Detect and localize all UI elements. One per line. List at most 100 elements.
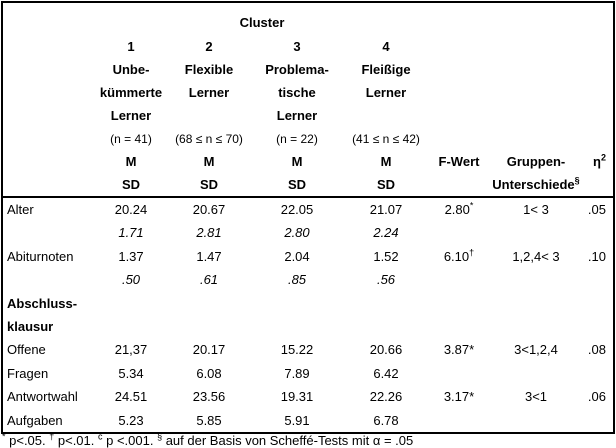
column-header-3: 3 Problema- tische Lerner (n = 22)	[251, 35, 343, 150]
col4-number: 4	[382, 39, 390, 54]
col1-name-line3: Lerner	[110, 108, 152, 123]
footnote-marker-section: §	[157, 431, 163, 442]
row-label: Fragen	[7, 365, 49, 381]
footnote-text: p<.05.	[5, 433, 50, 448]
m-header-col3: M	[291, 154, 303, 169]
col4-name-line2: Lerner	[365, 85, 407, 100]
f-value-header: F-Wert	[438, 154, 480, 169]
table-row-abiturnoten-sd: .50 .61 .85 .56	[3, 268, 613, 291]
group-differences-cell: 3<1,2,4	[514, 342, 558, 358]
row-label: Aufgaben	[7, 412, 63, 428]
table-row-offene-fragen-sd: Fragen 5.34 6.08 7.89 6.42	[3, 362, 613, 385]
column-headers-row: 1 Unbe- kümmerte Lerner (n = 41) 2 Flexi…	[3, 35, 613, 150]
table-header: Cluster 1 Unbe- kümmerte Lerner (n = 41)…	[3, 3, 613, 198]
f-value-cell: 3.87*	[429, 338, 489, 361]
cell-value: 5.91	[284, 412, 310, 428]
column-header-4: 4 Fleißige Lerner (41 ≤ n ≤ 42)	[343, 35, 429, 150]
cell-value: 19.31	[280, 389, 314, 405]
section-header-abschlussklausur-line1: Abschluss-	[3, 292, 613, 315]
footnote-marker-dagger: †	[49, 431, 55, 442]
cell-value: 2.04	[284, 248, 310, 264]
eta-symbol: η	[593, 154, 601, 169]
m-header-col2: M	[203, 154, 215, 169]
footnote-marker-asterisk: *	[2, 431, 6, 442]
cell-value: 2.80	[284, 225, 310, 241]
sd-header-col3: SD	[287, 177, 307, 192]
m-header-col4: M	[380, 154, 392, 169]
col2-name-line2: Lerner	[188, 85, 230, 100]
col1-name-line2: kümmerte	[99, 85, 163, 100]
group-differences-header-line1: Gruppen-	[506, 154, 566, 169]
f-value: 3.87*	[443, 342, 475, 358]
cell-value: 2.81	[196, 225, 222, 241]
footnote-marker-c: c	[98, 431, 103, 442]
table-row-antwortwahl-m: Antwortwahl 24.51 23.56 19.31 22.26 3.17…	[3, 385, 613, 408]
cell-value: .85	[287, 272, 307, 288]
group-differences-word: Unterschiede	[492, 177, 575, 192]
cell-value: 22.05	[280, 202, 314, 217]
eta-squared-cell: .10	[587, 248, 606, 264]
cell-value: 20.24	[114, 202, 148, 217]
table-row-alter-m: Alter 20.24 20.67 22.05 21.07 2.80* 1< 3…	[3, 198, 613, 221]
eta-squared-cell: .05	[587, 202, 606, 217]
cell-value: 21.07	[369, 202, 403, 217]
cell-value: 7.89	[284, 365, 310, 381]
sd-header-col1: SD	[121, 177, 141, 192]
row-label: Antwortwahl	[7, 389, 78, 405]
row-label: Alter	[7, 202, 34, 217]
col3-name-line2: tische	[278, 85, 316, 100]
table-row-antwortwahl-sd: Aufgaben 5.23 5.85 5.91 6.78	[3, 409, 613, 432]
col4-sample-size: (41 ≤ n ≤ 42)	[352, 132, 420, 146]
cell-value: 20.66	[369, 342, 403, 358]
f-value-cell: 2.80*	[429, 198, 489, 221]
sd-header-row: SD SD SD SD Unterschiede§	[3, 173, 613, 196]
col1-number: 1	[127, 39, 135, 54]
col1-sample-size: (n = 41)	[110, 132, 152, 146]
col3-name-line1: Problema-	[265, 62, 329, 77]
significance-marker: †	[469, 247, 475, 258]
group-differences-header-line2: Unterschiede§	[489, 173, 583, 196]
col3-sample-size: (n = 22)	[276, 132, 318, 146]
cell-value: 6.42	[373, 365, 399, 381]
row-label: Abiturnoten	[7, 248, 74, 264]
cell-value: 5.34	[118, 365, 144, 381]
row-label: Offene	[7, 342, 46, 358]
cell-value: 20.17	[192, 342, 226, 358]
table-row-abiturnoten-m: Abiturnoten 1.37 1.47 2.04 1.52 6.10† 1,…	[3, 245, 613, 268]
cluster-statistics-table: Cluster 1 Unbe- kümmerte Lerner (n = 41)…	[1, 1, 615, 434]
group-differences-cell: 1,2,4< 3	[512, 248, 560, 264]
col4-name-line3	[343, 104, 429, 127]
eta-exponent: 2	[600, 152, 606, 163]
cell-value: 24.51	[114, 389, 148, 405]
cell-value: 5.23	[118, 412, 144, 428]
cluster-title-row: Cluster	[3, 3, 613, 35]
cell-value: 6.78	[373, 412, 399, 428]
cell-value: 15.22	[280, 342, 314, 358]
cell-value: 20.67	[192, 202, 226, 217]
eta-squared-cell: .08	[587, 342, 606, 358]
col3-name-line3: Lerner	[276, 108, 318, 123]
table-row-alter-sd: 1.71 2.81 2.80 2.24	[3, 221, 613, 244]
group-differences-cell: 3<1	[524, 389, 548, 405]
col2-sample-size: (68 ≤ n ≤ 70)	[175, 132, 243, 146]
col2-number: 2	[205, 39, 213, 54]
footnote-text: p <.001.	[102, 433, 158, 448]
f-value: 2.80	[444, 202, 470, 217]
cell-value: 1.37	[118, 248, 144, 264]
f-value: 3.17*	[443, 389, 475, 405]
column-header-1: 1 Unbe- kümmerte Lerner (n = 41)	[95, 35, 167, 150]
cell-value: 21,37	[114, 342, 148, 358]
section-label: Abschluss-	[7, 295, 78, 311]
significance-marker: *	[469, 200, 474, 211]
col2-name-line1: Flexible	[184, 62, 234, 77]
cell-value: 1.71	[118, 225, 144, 241]
col3-number: 3	[293, 39, 301, 54]
sd-header-col2: SD	[199, 177, 219, 192]
cluster-title: Cluster	[239, 14, 285, 30]
table-row-offene-fragen-m: Offene 21,37 20.17 15.22 20.66 3.87* 3<1…	[3, 338, 613, 361]
f-value-cell: 6.10†	[429, 245, 489, 268]
section-label: klausur	[7, 318, 54, 334]
cell-value: 5.85	[196, 412, 222, 428]
eta-squared-header: η2	[583, 150, 611, 173]
column-header-2: 2 Flexible Lerner (68 ≤ n ≤ 70)	[167, 35, 251, 150]
